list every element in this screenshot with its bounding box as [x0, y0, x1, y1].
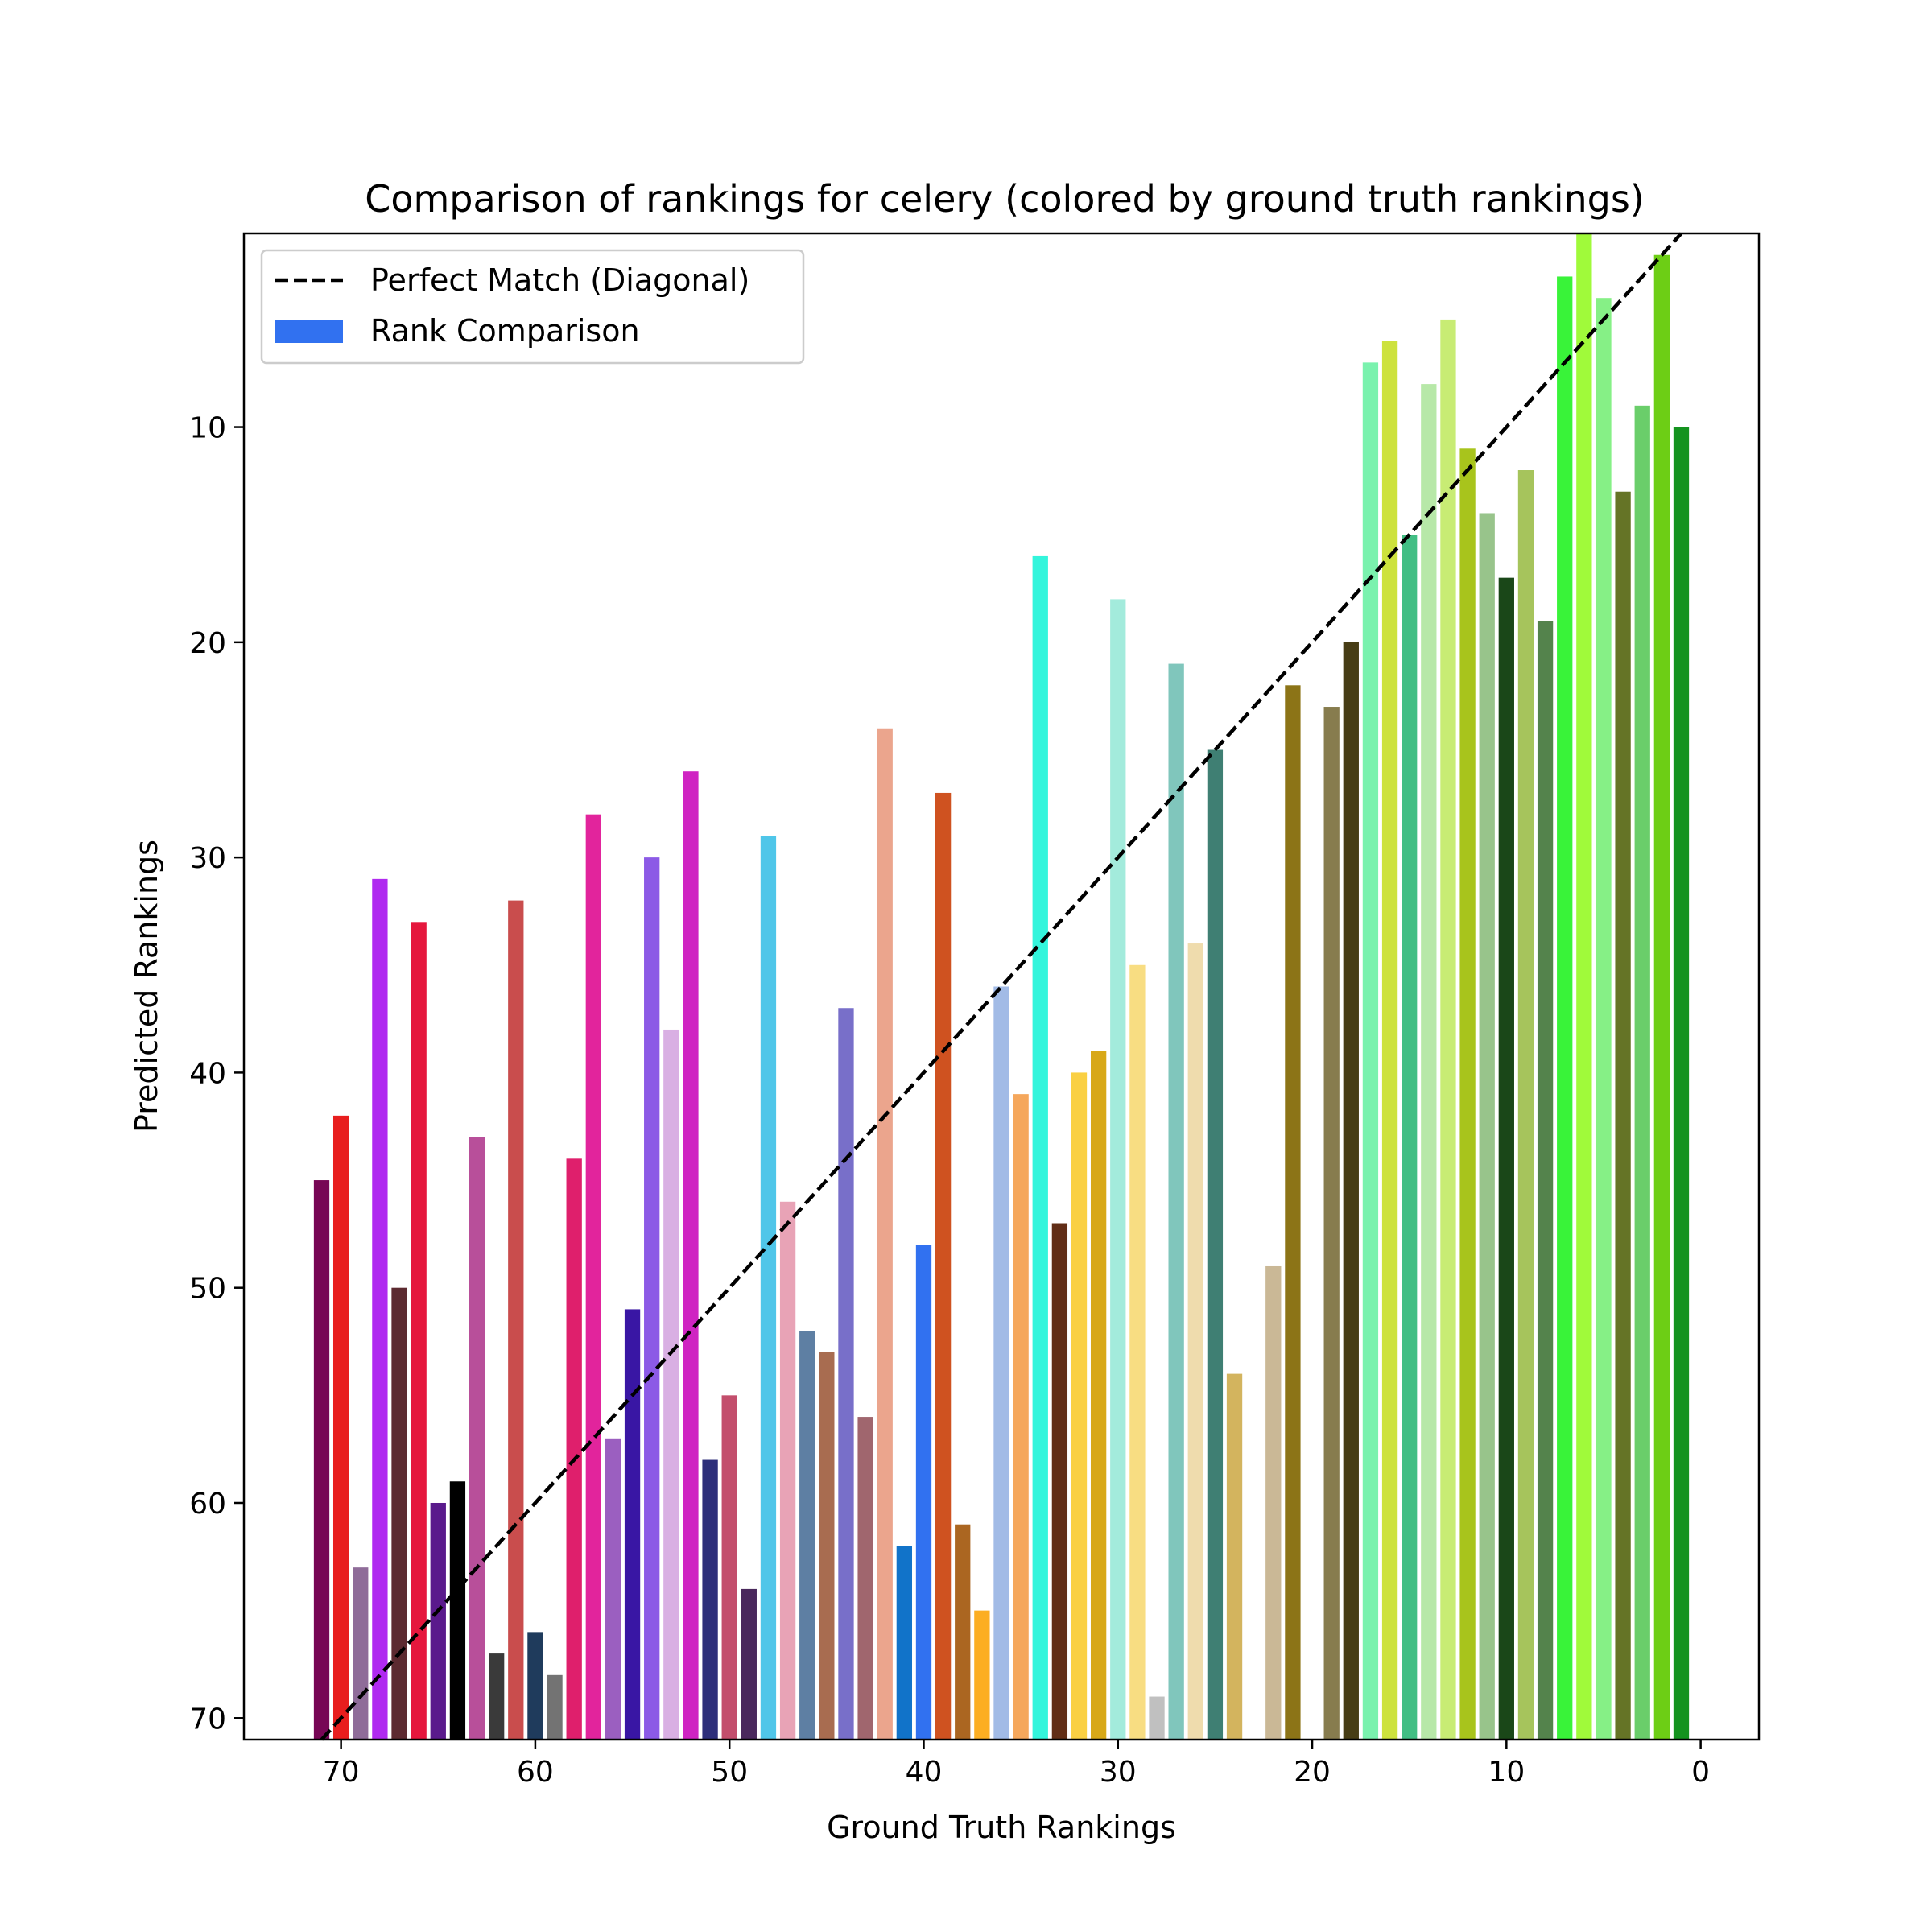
x-tick-label: 40	[906, 1756, 943, 1789]
x-tick-label: 0	[1691, 1756, 1710, 1789]
bar-gt-16	[1381, 341, 1398, 1740]
bar-gt-38	[955, 1524, 971, 1740]
bar-gt-15	[1402, 535, 1418, 1740]
bar-gt-22	[1265, 1265, 1282, 1740]
bar-gt-62	[489, 1653, 505, 1740]
bar-gt-29	[1129, 964, 1146, 1740]
legend: Perfect Match (Diagonal) Rank Comparison	[260, 249, 805, 365]
bar-gt-44	[838, 1008, 854, 1740]
bar-gt-60	[527, 1632, 543, 1740]
bar-gt-49	[741, 1588, 757, 1740]
bar-gt-13	[1440, 319, 1456, 1740]
bar-gt-57	[585, 814, 601, 1740]
x-tick-label: 10	[1488, 1756, 1525, 1789]
bar-gt-4	[1615, 491, 1631, 1740]
y-tick-label: 30	[189, 842, 226, 875]
bar-gt-43	[857, 1417, 873, 1740]
bar-gt-19	[1323, 707, 1340, 1740]
bar-gt-27	[1168, 663, 1184, 1740]
bar-gt-56	[605, 1438, 621, 1740]
bar-gt-63	[469, 1137, 485, 1740]
bar-gt-28	[1149, 1696, 1165, 1740]
bar-gt-11	[1479, 513, 1495, 1740]
legend-label-perfect-match: Perfect Match (Diagonal)	[370, 262, 749, 298]
legend-rank-swatch	[275, 320, 343, 343]
bar-gt-21	[1285, 685, 1301, 1740]
bar-gt-36	[993, 986, 1009, 1740]
bar-gt-12	[1459, 448, 1476, 1740]
x-tick-label: 50	[711, 1756, 748, 1789]
bar-gt-41	[896, 1546, 913, 1740]
bar-gt-55	[624, 1309, 641, 1740]
x-tick-label: 30	[1100, 1756, 1137, 1789]
bars-group	[313, 233, 1690, 1740]
bar-gt-3	[1634, 405, 1650, 1740]
bar-gt-10	[1498, 577, 1514, 1740]
bar-gt-35	[1013, 1094, 1029, 1740]
bar-gt-66	[411, 922, 427, 1740]
y-tick-label: 10	[189, 412, 226, 445]
bar-gt-69	[353, 1567, 369, 1740]
x-tick-label: 60	[517, 1756, 554, 1789]
y-axis-ticks: 10 20 30 40 50 60 70	[189, 412, 244, 1736]
bar-gt-51	[702, 1459, 718, 1740]
bar-gt-26	[1187, 943, 1203, 1740]
legend-frame	[260, 249, 805, 365]
bar-gt-42	[877, 728, 893, 1740]
bar-gt-48	[760, 836, 777, 1740]
bar-gt-31	[1090, 1051, 1107, 1740]
x-tick-label: 20	[1294, 1756, 1331, 1789]
bar-gt-67	[391, 1287, 407, 1740]
bar-gt-37	[974, 1610, 990, 1740]
x-axis-label: Ground Truth Rankings	[827, 1810, 1176, 1845]
bar-gt-2	[1653, 254, 1670, 1740]
bar-gt-6	[1576, 233, 1592, 1740]
plot-frame	[242, 232, 1761, 1741]
bar-gt-70	[332, 1115, 349, 1740]
bar-gt-54	[644, 857, 660, 1740]
bar-gt-1	[1673, 427, 1690, 1740]
bar-gt-61	[508, 900, 524, 1740]
bar-gt-32	[1071, 1072, 1088, 1740]
bar-gt-18	[1343, 642, 1359, 1740]
x-tick-label: 70	[323, 1756, 360, 1789]
y-tick-label: 50	[189, 1273, 226, 1306]
y-tick-label: 70	[189, 1703, 226, 1736]
bar-gt-65	[430, 1502, 446, 1740]
bar-gt-45	[819, 1352, 835, 1740]
y-tick-label: 20	[189, 627, 226, 660]
y-tick-label: 60	[189, 1488, 226, 1521]
bar-gt-52	[683, 771, 699, 1740]
bar-gt-53	[663, 1029, 679, 1740]
bar-gt-40	[915, 1245, 932, 1740]
bar-gt-47	[779, 1201, 796, 1740]
plot-area	[313, 232, 1690, 1741]
bar-gt-71	[313, 1180, 330, 1740]
bar-gt-58	[566, 1158, 582, 1740]
bar-gt-17	[1362, 362, 1379, 1740]
diagonal-line	[320, 232, 1683, 1741]
bar-gt-59	[547, 1674, 563, 1740]
bar-gt-34	[1032, 555, 1048, 1740]
bar-gt-64	[449, 1481, 466, 1740]
bar-gt-68	[372, 878, 388, 1740]
bar-gt-24	[1226, 1373, 1243, 1740]
bar-gt-8	[1537, 621, 1554, 1740]
bar-gt-33	[1051, 1223, 1068, 1740]
bar-gt-39	[935, 792, 952, 1740]
y-tick-label: 40	[189, 1057, 226, 1090]
bar-gt-7	[1557, 276, 1573, 1740]
bar-gt-50	[721, 1395, 737, 1740]
bar-gt-9	[1517, 470, 1534, 1740]
bar-gt-46	[799, 1331, 815, 1740]
x-axis-ticks: 70 60 50 40 30 20 10 0	[323, 1740, 1710, 1789]
bar-gt-25	[1207, 749, 1224, 1740]
bar-gt-14	[1421, 384, 1437, 1740]
bar-gt-5	[1596, 298, 1612, 1740]
legend-label-rank-comparison: Rank Comparison	[370, 313, 640, 349]
chart-title: Comparison of rankings for celery (color…	[365, 177, 1645, 221]
y-axis-label: Predicted Rankings	[129, 840, 164, 1133]
bar-gt-30	[1110, 599, 1126, 1740]
